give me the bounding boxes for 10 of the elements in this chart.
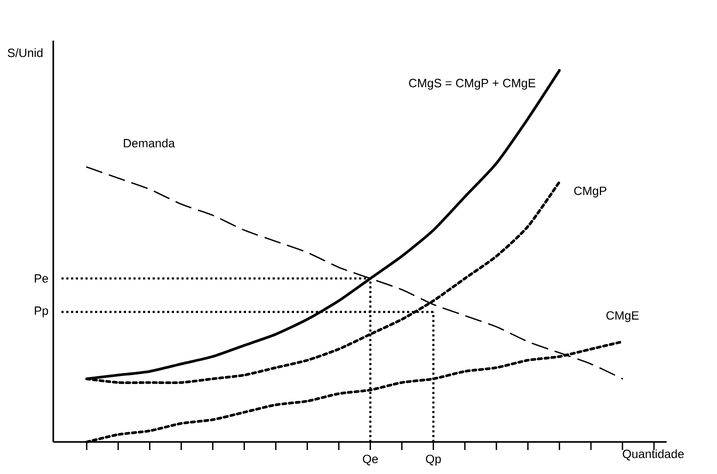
text: Demanda	[124, 138, 175, 148]
x-axis-title: Quantidade	[622, 449, 684, 460]
y-axis-title: S/Unid	[8, 48, 42, 58]
ref-line-label: Pp	[34, 306, 48, 318]
series-label: CMgE	[606, 311, 639, 322]
x-tick-label: Qe	[362, 454, 378, 466]
series-label: CMgP	[574, 186, 606, 198]
x-tick-label: Qp	[426, 454, 441, 466]
ref-line-label: Pe	[34, 274, 48, 283]
series-label: CMgS = CMgP + CMgE	[409, 78, 536, 90]
